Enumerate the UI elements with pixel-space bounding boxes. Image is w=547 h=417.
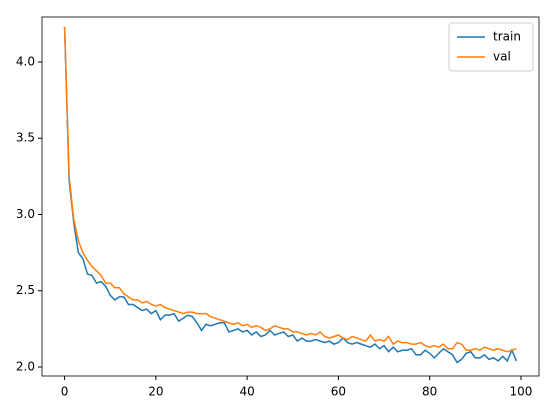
y-tick-label: 4.0 — [16, 54, 35, 68]
y-tick-label: 3.0 — [16, 207, 35, 221]
y-tick-label: 3.5 — [16, 131, 35, 145]
legend-label: train — [493, 30, 521, 44]
legend-label: val — [493, 50, 511, 64]
x-tick-label: 0 — [61, 385, 69, 399]
legend-box — [448, 22, 534, 72]
y-tick-label: 2.5 — [16, 283, 35, 297]
x-tick-label: 80 — [422, 385, 437, 399]
x-tick-label: 40 — [240, 385, 255, 399]
x-tick-label: 60 — [331, 385, 346, 399]
plot-frame — [41, 16, 540, 377]
line-series — [63, 26, 517, 353]
x-tick-label: 20 — [148, 385, 163, 399]
line-series — [63, 26, 518, 364]
x-tick-label: 100 — [510, 385, 533, 399]
y-tick-label: 2.0 — [16, 360, 35, 374]
